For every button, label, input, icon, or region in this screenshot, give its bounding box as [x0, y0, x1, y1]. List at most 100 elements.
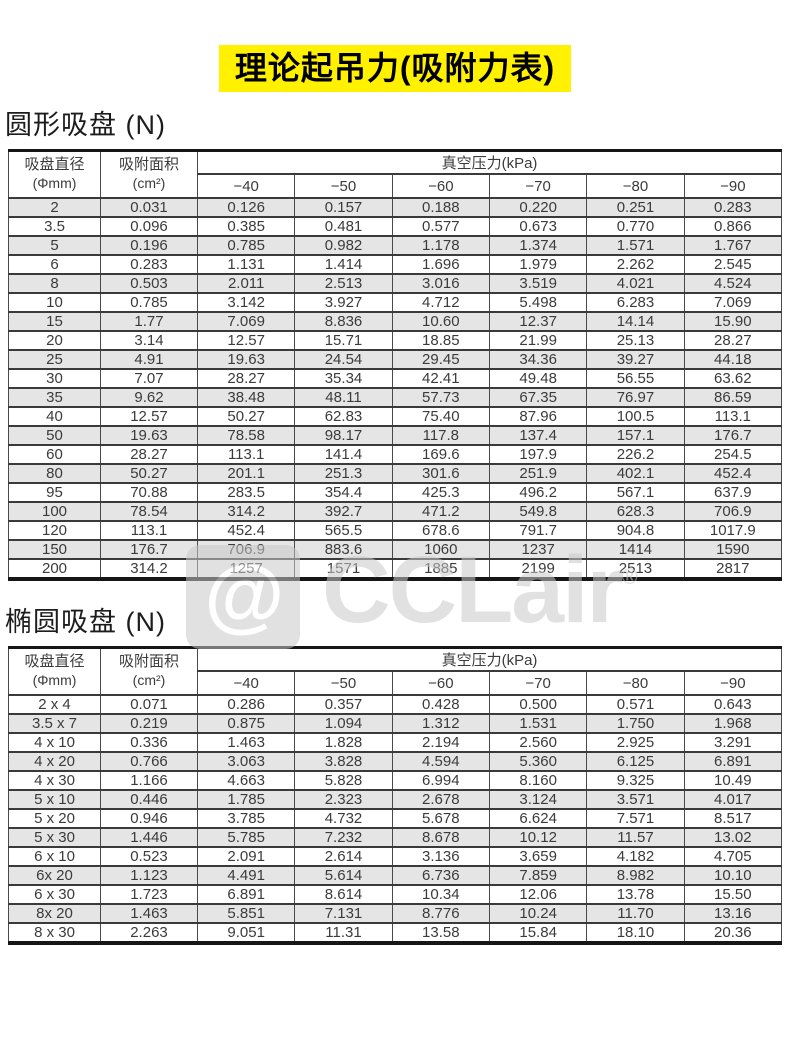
table-cell: 200 [8, 558, 101, 580]
header-diameter: 吸盘直径 (Φmm) [8, 149, 101, 199]
table-row: 3.5 0.096 0.385 0.481 0.577 0.673 0.770 0.866 [8, 216, 783, 237]
table-cell: 5.498 [488, 292, 588, 313]
header-diameter-line1: 吸盘直径 [24, 156, 85, 174]
table-cell: 8 [8, 273, 101, 294]
table-cell: 62.83 [294, 406, 393, 427]
table-cell: 14.14 [586, 311, 685, 332]
table-cell: 67.35 [488, 387, 588, 408]
table-cell: 2.560 [488, 732, 588, 753]
section-title-oval: 椭圆吸盘 (N) [5, 607, 166, 637]
table-row: 6 x 30 1.723 6.891 8.614 10.34 12.06 13.78 15.5… [8, 884, 783, 905]
table-cell: 6.283 [586, 292, 685, 313]
table-cell: 9.325 [586, 770, 685, 791]
table-cell: 1.312 [391, 713, 490, 734]
table-cell: 791.7 [488, 520, 588, 541]
table-cell: 120 [8, 520, 101, 541]
table-cell: 18.85 [391, 330, 490, 351]
table-cell: 15.90 [683, 311, 783, 332]
table-cell: 314.2 [196, 501, 296, 522]
table-cell: 9.62 [100, 387, 198, 408]
table-cell: 18.10 [586, 922, 685, 944]
table-cell: 6.125 [586, 751, 685, 772]
table-cell: 1237 [488, 539, 588, 560]
table-row: 95 70.88 283.5 354.4 425.3 496.2 567.1 637.9 [8, 482, 783, 503]
table-row: 200 314.2 1257 1571 1885 2199 2513 2817 [8, 558, 783, 580]
table-cell: 29.45 [391, 349, 490, 370]
table-cell: 48.11 [294, 387, 393, 408]
table-cell: 8x 20 [8, 903, 101, 924]
table-cell: 100 [8, 501, 101, 522]
table-cell: 42.41 [391, 368, 490, 389]
table-cell: 452.4 [196, 520, 296, 541]
table-cell: 5.851 [196, 903, 296, 924]
table-cell: 1.463 [196, 732, 296, 753]
table-cell: 5 x 20 [8, 808, 101, 829]
table-cell: 0.785 [100, 292, 198, 313]
table-row: 5 0.196 0.785 0.982 1.178 1.374 1.571 1.767 [8, 235, 783, 256]
table-row: 2 x 4 0.071 0.286 0.357 0.428 0.500 0.571 0.643 [8, 694, 783, 715]
table-cell: 8.776 [391, 903, 490, 924]
table-cell: 7.571 [586, 808, 685, 829]
table-cell: 13.78 [586, 884, 685, 905]
table-cell: 2 [8, 197, 101, 218]
table-cell: 3.136 [391, 846, 490, 867]
round-suction-table: 吸盘直径 (Φmm) 吸附面积 (cm²) 真空压力(kPa) −40 −50 −6… [8, 149, 783, 581]
table-cell: 1.123 [100, 865, 198, 886]
table-cell: 2.091 [196, 846, 296, 867]
table-cell: 226.2 [586, 444, 685, 465]
table-cell: 86.59 [683, 387, 783, 408]
table-cell: 10.24 [488, 903, 588, 924]
table-cell: 5.785 [196, 827, 296, 848]
table-cell: 157.1 [586, 425, 685, 446]
table-cell: 98.17 [294, 425, 393, 446]
table-cell: 6 x 10 [8, 846, 101, 867]
table-cell: 10.49 [683, 770, 783, 791]
header-area: 吸附面积 (cm²) [100, 149, 198, 199]
table-cell: 0.785 [196, 235, 296, 256]
table-cell: 7.069 [683, 292, 783, 313]
table-cell: 3.016 [391, 273, 490, 294]
oval-table-header: 吸盘直径 (Φmm) 吸附面积 (cm²) 真空压力(kPa) −40 −50 −6… [8, 646, 783, 696]
table-cell: 1.414 [294, 254, 393, 275]
header-diameter-line2: (Φmm) [32, 175, 77, 192]
table-cell: 251.3 [294, 463, 393, 484]
table-cell: 70.88 [100, 482, 198, 503]
table-cell: 0.283 [100, 254, 198, 275]
table-cell: 2513 [586, 558, 685, 580]
table-cell: 1.446 [100, 827, 198, 848]
table-cell: 567.1 [586, 482, 685, 503]
table-cell: 0.523 [100, 846, 198, 867]
table-row: 4 x 10 0.336 1.463 1.828 2.194 2.560 2.925 3.29… [8, 732, 783, 753]
table-cell: 44.18 [683, 349, 783, 370]
table-cell: 3.927 [294, 292, 393, 313]
table-cell: 1.785 [196, 789, 296, 810]
table-cell: 1.767 [683, 235, 783, 256]
table-cell: 1571 [294, 558, 393, 580]
table-cell: 8.678 [391, 827, 490, 848]
table-cell: 0.866 [683, 216, 783, 237]
pressure-header-cell: −80 [586, 173, 685, 199]
table-cell: 0.031 [100, 197, 198, 218]
table-cell: 24.54 [294, 349, 393, 370]
table-cell: 34.36 [488, 349, 588, 370]
table-cell: 637.9 [683, 482, 783, 503]
table-cell: 3.5 [8, 216, 101, 237]
table-cell: 2.323 [294, 789, 393, 810]
header-area-line2: (cm²) [132, 175, 166, 192]
header-diameter: 吸盘直径 (Φmm) [8, 646, 101, 696]
pressure-header-row: −40 −50 −60 −70 −80 −90 [9, 670, 783, 696]
table-cell: 176.7 [683, 425, 783, 446]
table-row: 35 9.62 38.48 48.11 57.73 67.35 76.97 86.59 [8, 387, 783, 408]
pressure-header-cell: −70 [488, 173, 588, 199]
table-cell: 5 x 30 [8, 827, 101, 848]
table-cell: 4.712 [391, 292, 490, 313]
table-cell: 0.219 [100, 713, 198, 734]
table-cell: 5.614 [294, 865, 393, 886]
table-cell: 5.678 [391, 808, 490, 829]
pressure-header-cell: −90 [683, 670, 783, 696]
table-cell: 251.9 [488, 463, 588, 484]
table-cell: 4.91 [100, 349, 198, 370]
table-cell: 628.3 [586, 501, 685, 522]
table-cell: 0.673 [488, 216, 588, 237]
table-cell: 0.283 [683, 197, 783, 218]
